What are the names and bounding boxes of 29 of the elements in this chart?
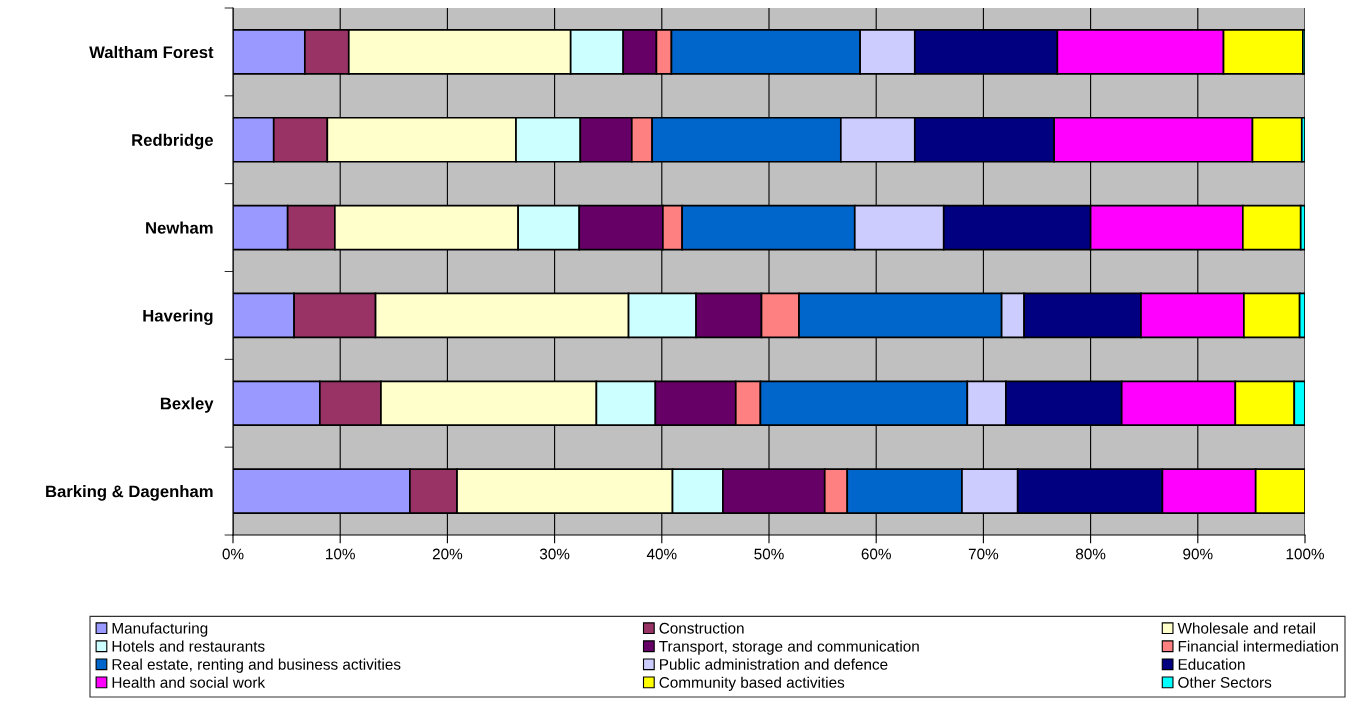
legend-label: Education: [1178, 658, 1245, 670]
legend-label: Manufacturing: [112, 622, 208, 637]
legend-label: Transport, storage and communication: [659, 640, 919, 655]
x-tick-label: 0%: [222, 548, 244, 560]
y-tick-label: Redbridge: [132, 133, 213, 150]
legend-label: Construction: [659, 622, 744, 634]
legend-label: Community based activities: [659, 676, 845, 691]
legend-label: Real estate, renting and business activities: [112, 658, 401, 673]
legend-label: Financial intermediation: [1178, 640, 1338, 652]
x-tick-label: 80%: [1075, 548, 1106, 560]
legend-label: Other Sectors: [1178, 676, 1272, 688]
x-tick-label: 90%: [1183, 548, 1213, 560]
legend-label: Hotels and restaurants: [112, 640, 265, 652]
x-tick-label: 100%: [1286, 548, 1324, 560]
legend-label: Public administration and defence: [660, 658, 888, 670]
y-tick-label: Waltham Forest: [89, 45, 214, 59]
y-tick-label: Barking & Dagenham: [46, 485, 213, 501]
x-tick-label: 60%: [861, 548, 891, 560]
y-tick-label: Havering: [143, 309, 213, 325]
y-tick-label: Bexley: [160, 397, 214, 413]
legend-label: Wholesale and retail: [1177, 622, 1315, 634]
x-tick-label: 50%: [754, 548, 784, 560]
y-tick-label: Newham: [146, 221, 213, 234]
x-tick-label: 20%: [432, 548, 463, 560]
x-tick-label: 40%: [646, 548, 677, 560]
legend-label: Health and social work: [112, 676, 266, 688]
x-tick-label: 70%: [968, 548, 999, 560]
x-tick-label: 10%: [326, 548, 355, 560]
x-tick-label: 30%: [539, 548, 570, 560]
